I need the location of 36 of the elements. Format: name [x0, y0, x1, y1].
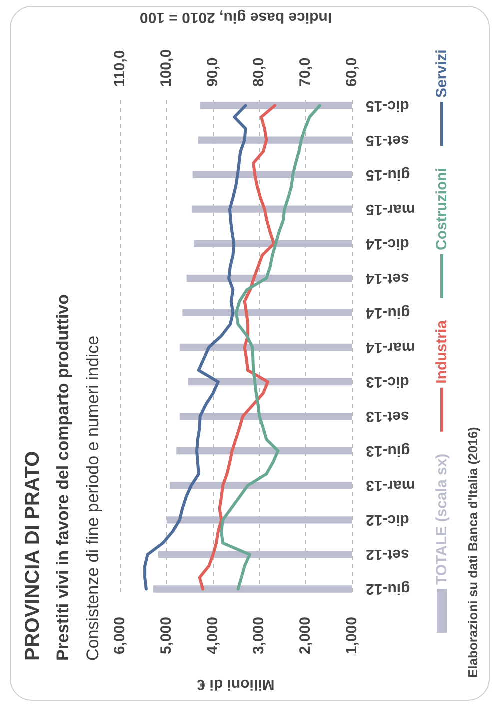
- y-tick-label: set-12: [366, 546, 410, 564]
- y-tick-label: set-13: [366, 408, 410, 426]
- text: Industria: [434, 320, 450, 384]
- y-tick-label: mar-14: [365, 339, 416, 356]
- y-tick-label: set-15: [366, 132, 410, 149]
- text: Costruzioni: [434, 168, 450, 251]
- y-tick-label: giu-13: [366, 442, 410, 460]
- x-tick-label: 5,000: [158, 617, 175, 655]
- x-tick-label: 4,000: [204, 617, 222, 655]
- y-tick-label: giu-14: [365, 304, 410, 322]
- x2-tick-label: 110,0: [112, 50, 128, 87]
- y-tick-label: giu-12: [366, 580, 410, 598]
- text: Servizi: [434, 50, 450, 98]
- text: TOTALE (scala sx): [434, 454, 450, 585]
- x-axis-title: Milioni di €: [196, 676, 275, 693]
- text: PROVINCIA DI PRATO: [22, 451, 44, 661]
- y-tick-label: giu-15: [366, 166, 410, 184]
- x2-tick-label: 80,0: [250, 58, 268, 87]
- x2-tick-label: 60,0: [344, 58, 360, 87]
- x2-tick-label: 90,0: [204, 58, 222, 87]
- x-tick-label: 3,000: [250, 617, 268, 655]
- x-tick-label: 1,000: [344, 617, 360, 655]
- y-tick-label: dic-13: [366, 374, 410, 391]
- text: Prestiti vivi in favore del comparto produttivo Consistenze di fine periodo e numeri indice: [54, 294, 102, 661]
- x2-axis-title: Indice base giu, 2010 = 100: [140, 9, 332, 26]
- x-tick-label: 2,000: [297, 617, 314, 655]
- x-tick-label: 6,000: [112, 617, 128, 655]
- y-tick-label: dic-12: [366, 512, 410, 529]
- text: Elaborazioni su dati Banca d'Italia (2016): [466, 427, 480, 678]
- y-tick-label: mar-13: [366, 477, 416, 494]
- y-tick-label: set-14: [365, 270, 410, 287]
- y-tick-label: dic-15: [366, 97, 410, 114]
- y-tick-label: dic-14: [365, 235, 410, 252]
- x2-tick-label: 70,0: [297, 58, 314, 87]
- y-tick-label: mar-15: [366, 200, 416, 218]
- x2-tick-label: 100,0: [158, 49, 175, 87]
